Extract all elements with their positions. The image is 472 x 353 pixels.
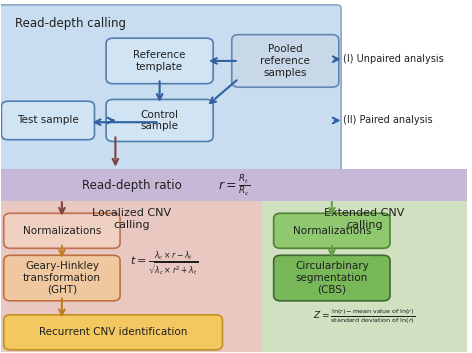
FancyBboxPatch shape (0, 5, 341, 173)
Text: Normalizations: Normalizations (23, 226, 101, 236)
FancyBboxPatch shape (1, 201, 262, 352)
Text: Read-depth ratio: Read-depth ratio (82, 179, 182, 192)
Text: Pooled
reference
samples: Pooled reference samples (261, 44, 310, 78)
FancyBboxPatch shape (106, 38, 213, 84)
Text: Control
sample: Control sample (141, 110, 178, 131)
Text: Normalizations: Normalizations (293, 226, 371, 236)
Text: $r = \frac{R_t}{R_c}$: $r = \frac{R_t}{R_c}$ (218, 173, 250, 198)
FancyBboxPatch shape (4, 255, 120, 301)
Text: Test sample: Test sample (17, 115, 79, 125)
Text: Recurrent CNV identification: Recurrent CNV identification (39, 327, 187, 337)
Text: Geary-Hinkley
transformation
(GHT): Geary-Hinkley transformation (GHT) (23, 262, 101, 295)
Text: Reference
template: Reference template (134, 50, 186, 72)
Text: $Z= \frac{\ln(r) - \mathrm{mean\ value\ of\ } \ln(r)}{\mathrm{standard\ deviatio: $Z= \frac{\ln(r) - \mathrm{mean\ value\ … (313, 307, 415, 326)
Text: Read-depth calling: Read-depth calling (16, 17, 126, 30)
Text: Extended CNV
calling: Extended CNV calling (324, 208, 405, 229)
Text: (II) Paired analysis: (II) Paired analysis (344, 115, 433, 125)
Text: Circularbinary
segmentation
(CBS): Circularbinary segmentation (CBS) (295, 262, 369, 295)
FancyBboxPatch shape (232, 35, 339, 87)
Text: Localized CNV
calling: Localized CNV calling (92, 208, 171, 229)
Text: $t = \frac{\lambda_c \times r - \lambda_t}{\sqrt{\lambda_c \times r^2 + \lambda_: $t = \frac{\lambda_c \times r - \lambda_… (130, 250, 199, 279)
FancyBboxPatch shape (1, 169, 467, 201)
FancyBboxPatch shape (1, 101, 94, 140)
FancyBboxPatch shape (262, 201, 467, 352)
FancyBboxPatch shape (106, 100, 213, 142)
FancyBboxPatch shape (4, 213, 120, 248)
FancyBboxPatch shape (274, 213, 390, 248)
FancyBboxPatch shape (274, 255, 390, 301)
FancyBboxPatch shape (4, 315, 222, 350)
Text: (I) Unpaired analysis: (I) Unpaired analysis (344, 54, 444, 64)
